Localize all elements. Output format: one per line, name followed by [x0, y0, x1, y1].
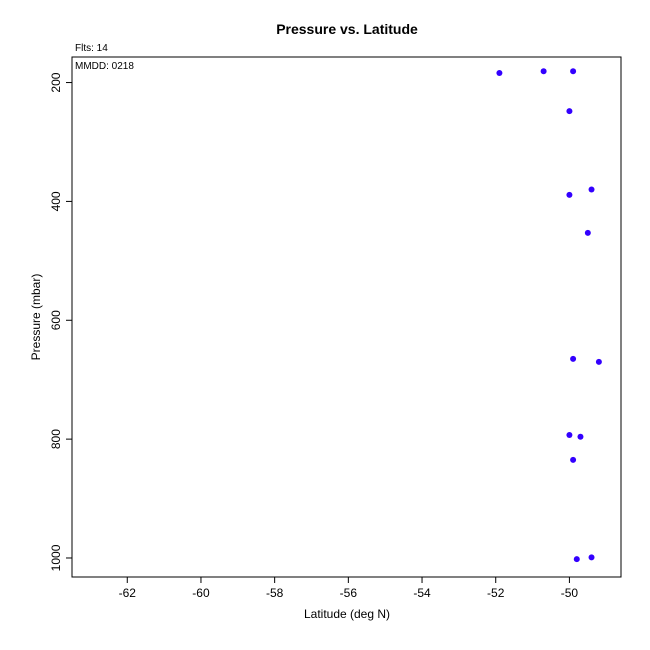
data-point	[566, 431, 573, 438]
x-tick-label: -52	[487, 586, 505, 600]
chart-title: Pressure vs. Latitude	[276, 21, 418, 37]
data-points	[496, 68, 602, 563]
data-point	[540, 68, 547, 75]
data-point	[584, 229, 591, 236]
data-point	[496, 70, 503, 77]
y-tick-label: 400	[49, 191, 63, 211]
x-axis: -62 -60 -58 -56 -54 -52 -50	[119, 577, 579, 600]
x-tick-label: -50	[561, 586, 579, 600]
flights-count-note: Flts: 14	[75, 43, 108, 54]
x-tick-label: -54	[413, 586, 431, 600]
y-axis-label: Pressure (mbar)	[29, 274, 43, 361]
data-point	[577, 433, 584, 440]
y-axis: 200 400 600 800 1000	[49, 72, 72, 571]
y-tick-label: 600	[49, 310, 63, 330]
y-tick-label: 1000	[49, 544, 63, 571]
data-point	[570, 456, 577, 463]
data-point	[570, 355, 577, 362]
data-point	[588, 186, 595, 193]
x-axis-label: Latitude (deg N)	[304, 607, 390, 621]
data-point	[566, 108, 573, 115]
x-tick-label: -62	[119, 586, 137, 600]
plot-frame	[71, 56, 622, 578]
x-tick-label: -58	[266, 586, 284, 600]
data-point	[573, 556, 580, 563]
y-tick-label: 800	[49, 429, 63, 449]
date-note: MMDD: 0218	[75, 61, 134, 72]
x-tick-label: -60	[192, 586, 210, 600]
data-point	[570, 68, 577, 75]
x-tick-label: -56	[340, 586, 358, 600]
data-point	[588, 554, 595, 561]
data-point	[566, 191, 573, 198]
y-tick-label: 200	[49, 72, 63, 92]
data-point	[595, 358, 602, 365]
